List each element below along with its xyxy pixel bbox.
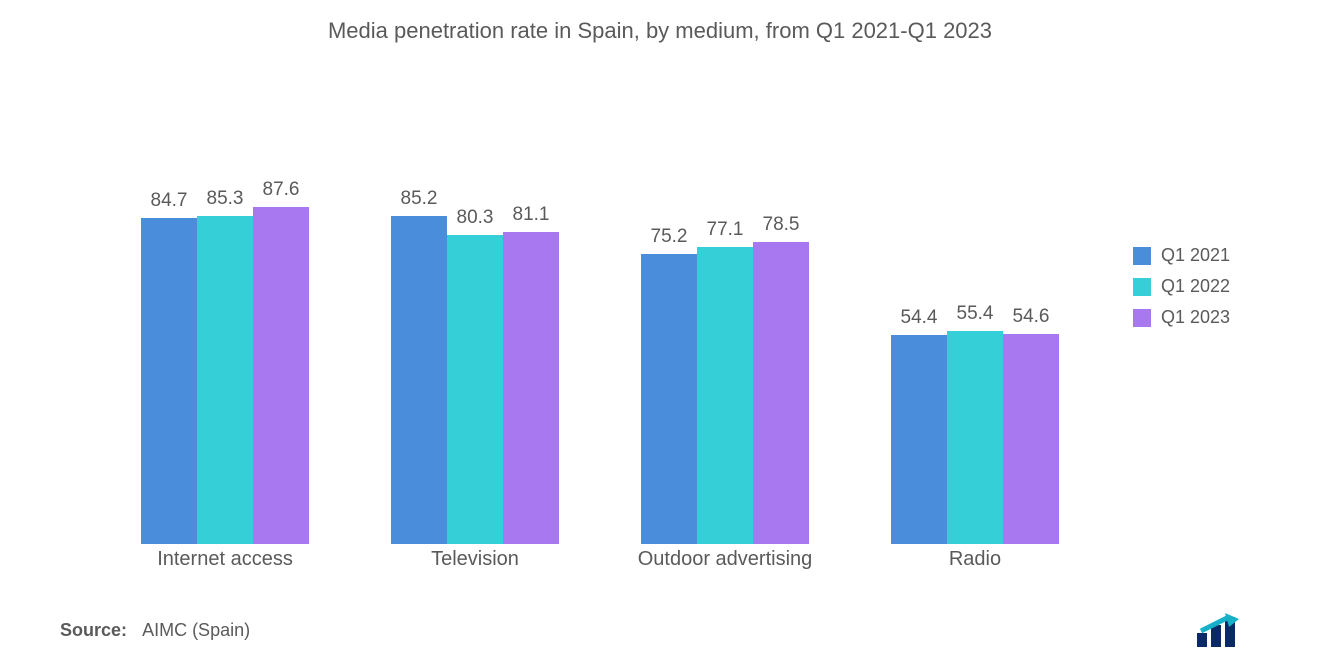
bar-q1-2021: 54.4 [891, 335, 947, 544]
bar-value-label: 85.3 [207, 188, 244, 210]
source-text [132, 620, 142, 640]
legend-swatch [1133, 309, 1151, 327]
mordor-intelligence-logo [1195, 613, 1265, 649]
bar-q1-2023: 87.6 [253, 207, 309, 544]
bar-value-label: 77.1 [707, 219, 744, 241]
bar-value-label: 55.4 [957, 303, 994, 325]
legend-swatch [1133, 247, 1151, 265]
legend-item-q1-2022: Q1 2022 [1133, 276, 1230, 297]
x-axis-label: Outdoor advertising [605, 548, 845, 571]
plot-inner: 84.7 85.3 87.6 85.2 80.3 81.1 75.2 77.1 … [110, 160, 1065, 544]
plot-area: 84.7 85.3 87.6 85.2 80.3 81.1 75.2 77.1 … [110, 160, 1065, 545]
bar-q1-2021: 85.2 [391, 216, 447, 544]
legend-swatch [1133, 278, 1151, 296]
bar-q1-2023: 78.5 [753, 242, 809, 544]
x-axis-label: Television [355, 548, 595, 571]
bar-value-label: 87.6 [263, 179, 300, 201]
legend-item-q1-2023: Q1 2023 [1133, 307, 1230, 328]
x-axis-label: Radio [855, 548, 1095, 571]
bar-q1-2021: 84.7 [141, 218, 197, 544]
bar-value-label: 85.2 [401, 188, 438, 210]
bar-value-label: 54.4 [901, 307, 938, 329]
source-label: Source: [60, 620, 127, 640]
legend-item-q1-2021: Q1 2021 [1133, 245, 1230, 266]
bar-group-radio: 54.4 55.4 54.6 [890, 331, 1060, 544]
bar-group-internet: 84.7 85.3 87.6 [140, 207, 310, 544]
bar-group-outdoor: 75.2 77.1 78.5 [640, 242, 810, 544]
bar-q1-2022: 55.4 [947, 331, 1003, 544]
bar-group-television: 85.2 80.3 81.1 [390, 216, 560, 544]
bar-q1-2021: 75.2 [641, 254, 697, 544]
chart-title: Media penetration rate in Spain, by medi… [0, 18, 1320, 44]
bar-q1-2023: 54.6 [1003, 334, 1059, 544]
bar-value-label: 84.7 [151, 190, 188, 212]
bar-value-label: 54.6 [1013, 306, 1050, 328]
legend-label: Q1 2023 [1161, 307, 1230, 328]
bar-value-label: 80.3 [457, 207, 494, 229]
legend: Q1 2021 Q1 2022 Q1 2023 [1133, 245, 1230, 328]
legend-label: Q1 2021 [1161, 245, 1230, 266]
bar-value-label: 75.2 [651, 226, 688, 248]
bar-q1-2022: 85.3 [197, 216, 253, 544]
legend-label: Q1 2022 [1161, 276, 1230, 297]
source-attribution: Source: AIMC (Spain) [60, 620, 250, 641]
x-axis-labels: Internet access Television Outdoor adver… [110, 548, 1065, 578]
bar-value-label: 81.1 [513, 204, 550, 226]
source-value: AIMC (Spain) [142, 620, 250, 640]
x-axis-label: Internet access [105, 548, 345, 571]
bar-q1-2022: 80.3 [447, 235, 503, 544]
bar-q1-2022: 77.1 [697, 247, 753, 544]
bar-q1-2023: 81.1 [503, 232, 559, 544]
bar-value-label: 78.5 [763, 214, 800, 236]
